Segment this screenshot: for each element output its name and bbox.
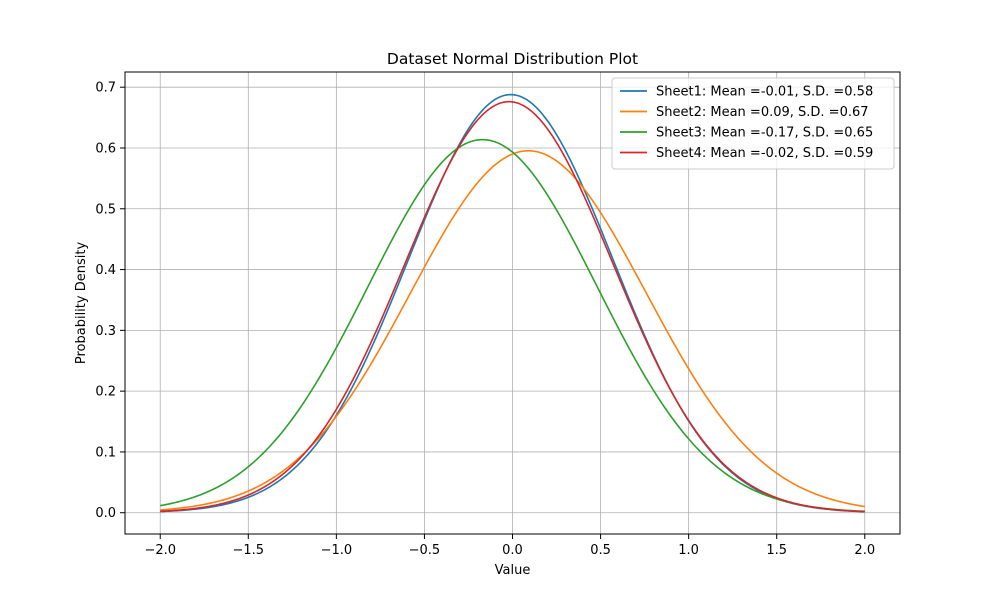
x-tick-label: 1.0 (678, 543, 699, 558)
y-axis-label: Probability Density (74, 242, 89, 365)
series-line-sheet3 (160, 138, 865, 513)
series-line-sheet2 (160, 149, 865, 511)
x-tick-label: −1.0 (321, 543, 353, 558)
legend: Sheet1: Mean =-0.01, S.D. =0.58 Sheet2: M… (611, 77, 895, 170)
series-line-sheet4 (160, 100, 865, 513)
legend-label: Sheet1: Mean =-0.01, S.D. =0.58 (656, 85, 873, 100)
series-line-sheet1 (160, 93, 865, 513)
y-axis-ticks: 0.0 0.1 0.2 0.3 0.4 0.5 0.6 0.7 (95, 81, 125, 521)
y-tick-label: 0.7 (95, 81, 116, 96)
y-tick-label: 0.3 (95, 324, 116, 339)
chart-title: Dataset Normal Distribution Plot (387, 50, 638, 68)
x-axis-ticks: −2.0 −1.5 −1.0 −0.5 0.0 0.5 1.0 1.5 2.0 (144, 534, 875, 558)
y-tick-label: 0.6 (95, 141, 116, 156)
y-tick-label: 0.4 (95, 263, 116, 278)
y-tick-label: 0.5 (95, 202, 116, 217)
legend-label: Sheet2: Mean =0.09, S.D. =0.67 (656, 105, 869, 120)
x-tick-label: −0.5 (409, 543, 441, 558)
legend-box (611, 77, 895, 170)
x-tick-label: −2.0 (144, 543, 176, 558)
x-tick-label: −1.5 (233, 543, 265, 558)
y-tick-label: 0.2 (95, 385, 116, 400)
y-tick-label: 0.0 (95, 506, 116, 521)
x-tick-label: 1.5 (766, 543, 787, 558)
x-tick-label: 2.0 (854, 543, 875, 558)
y-tick-label: 0.1 (95, 445, 116, 460)
legend-label: Sheet4: Mean =-0.02, S.D. =0.59 (656, 146, 873, 161)
legend-label: Sheet3: Mean =-0.17, S.D. =0.65 (656, 126, 873, 141)
x-tick-label: 0.5 (590, 543, 611, 558)
x-tick-label: 0.0 (502, 543, 523, 558)
series-lines (160, 93, 865, 513)
x-axis-label: Value (495, 563, 531, 578)
